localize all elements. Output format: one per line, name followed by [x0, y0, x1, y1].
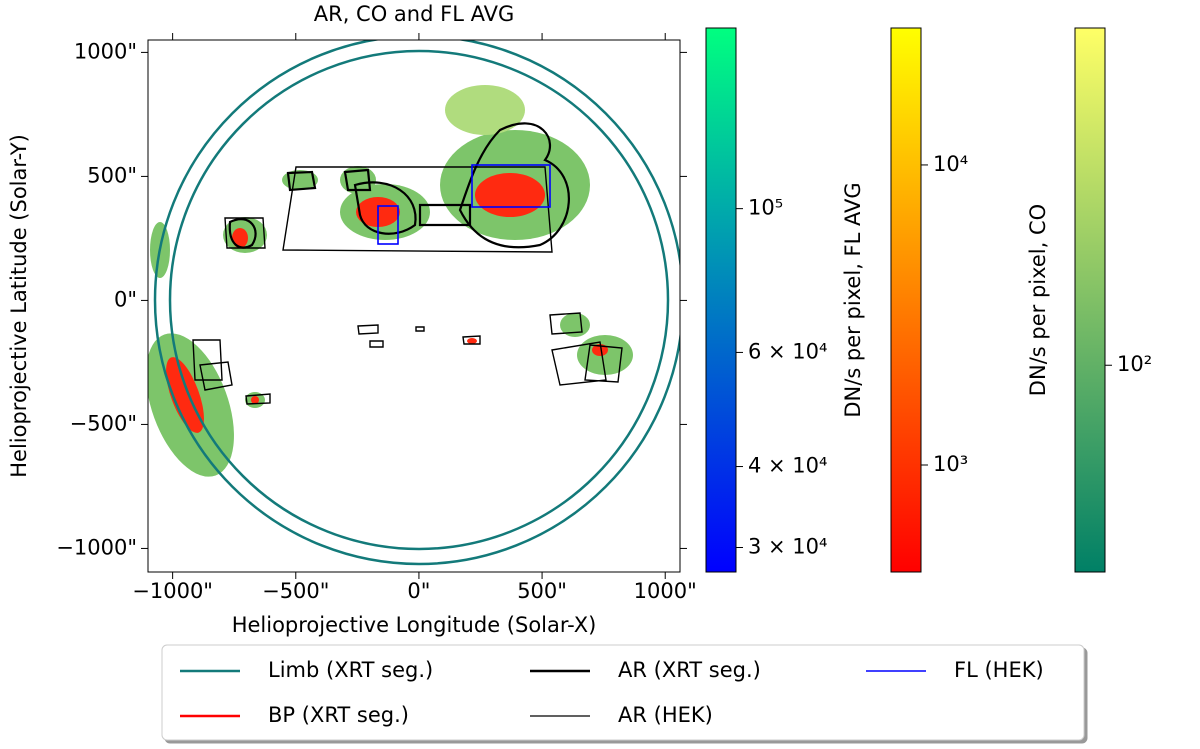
y-axis-label: Helioprojective Latitude (Solar-Y)	[7, 134, 31, 478]
x-tick-label: −1000"	[132, 579, 213, 603]
colorbar-tick-label: 3 × 10⁴	[748, 535, 827, 559]
colorbar-label: DN/s per pixel, FL AVG	[841, 182, 865, 417]
colorbar	[1074, 27, 1106, 573]
x-tick-label: 500"	[517, 579, 567, 603]
x-tick-label: 0"	[407, 579, 430, 603]
colorbar-tick-label: 6 × 10⁴	[748, 339, 827, 363]
x-tick-label: −500"	[262, 579, 329, 603]
colorbar-label: DN/s per pixel, CO	[1026, 204, 1050, 396]
ar-contours	[228, 122, 570, 249]
fl-hek-boxes	[377, 164, 551, 245]
legend: Limb (XRT seg.) BP (XRT seg.) AR (XRT seg.…	[161, 644, 1085, 741]
colorbar-tick-label: 10³	[933, 452, 968, 476]
y-tick-label: −500"	[70, 411, 137, 435]
colorbar-tick-label: 10⁴	[933, 152, 968, 176]
x-tick-label: 1000"	[634, 579, 697, 603]
limb	[153, 40, 680, 566]
y-tick-label: 500"	[87, 163, 137, 187]
solar-image	[148, 40, 680, 566]
y-tick-label: −1000"	[56, 535, 137, 559]
colorbar	[705, 27, 737, 573]
colorbar-tick-label: 10⁵	[748, 196, 783, 220]
legend-box	[161, 644, 1085, 741]
ar-hek-boxes	[192, 166, 623, 405]
x-axis-label: Helioprojective Longitude (Solar-X)	[232, 613, 597, 637]
legend-label: FL (HEK)	[954, 658, 1044, 682]
legend-label: Limb (XRT seg.)	[268, 658, 433, 682]
ar-emission	[148, 85, 633, 477]
plot-frame	[147, 39, 681, 573]
legend-label: BP (XRT seg.)	[268, 703, 409, 727]
colorbar	[890, 27, 922, 573]
y-tick-label: 1000"	[74, 39, 137, 63]
legend-label: AR (XRT seg.)	[618, 658, 761, 682]
chart-title: AR, CO and FL AVG	[314, 2, 514, 26]
y-tick-label: 0"	[114, 287, 137, 311]
colorbar-tick-label: 4 × 10⁴	[748, 454, 827, 478]
legend-label: AR (HEK)	[618, 703, 713, 727]
colorbar-tick-label: 10²	[1117, 352, 1152, 376]
